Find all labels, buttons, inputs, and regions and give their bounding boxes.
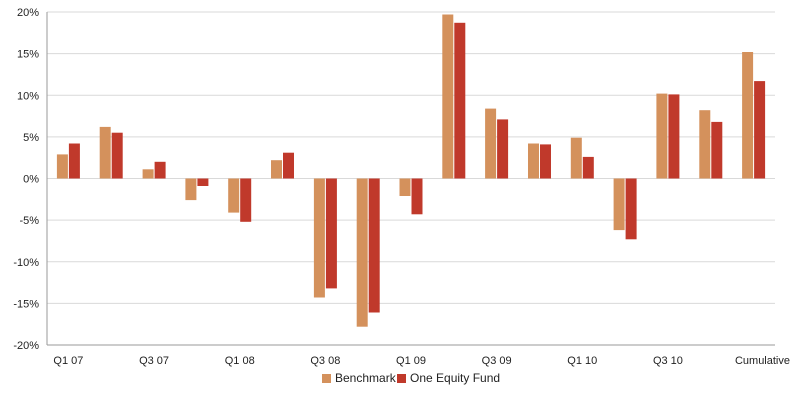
bar-benchmark (528, 143, 539, 179)
bar-one-equity-fund (668, 94, 680, 179)
y-axis-ticks: 20% 15% 10% 5% 0% -5% -10% -15% -20% (13, 7, 39, 352)
bar-one-equity-fund (283, 152, 294, 179)
y-tick-label: -15% (13, 298, 39, 310)
bar-benchmark (99, 126, 111, 179)
bar-one-equity-fund (754, 81, 766, 179)
bar-benchmark (699, 110, 711, 179)
bar-one-equity-fund (497, 119, 509, 179)
legend-swatch (397, 374, 406, 383)
bar-one-equity-fund (240, 178, 252, 222)
bars (56, 14, 766, 327)
legend-label: Benchmark (335, 371, 397, 385)
x-tick-label: Q1 08 (225, 355, 255, 367)
y-tick-label: 10% (17, 90, 39, 102)
y-tick-label: 20% (17, 7, 39, 19)
x-tick-label: Q1 07 (53, 355, 83, 367)
x-tick-label: Q1 10 (567, 355, 597, 367)
bar-benchmark (185, 178, 197, 201)
bar-one-equity-fund (625, 178, 637, 240)
x-axis (46, 12, 775, 346)
bar-one-equity-fund (325, 178, 337, 289)
y-tick-label: 0% (23, 174, 39, 186)
y-tick-label: 15% (17, 49, 39, 61)
x-tick-label: Q3 08 (310, 355, 340, 367)
y-tick-label: 5% (23, 132, 39, 144)
bar-one-equity-fund (368, 178, 380, 313)
x-tick-label: Q1 09 (396, 355, 426, 367)
bar-one-equity-fund (68, 143, 80, 179)
x-axis-ticks: Q1 07 Q3 07 Q1 08 Q3 08 Q1 09 Q3 09 Q1 10 Q3 10… (53, 355, 790, 367)
bar-benchmark (56, 154, 68, 179)
bar-one-equity-fund (582, 156, 594, 179)
bar-one-equity-fund (454, 22, 466, 179)
y-tick-label: -5% (19, 215, 39, 227)
legend-swatch (322, 374, 331, 383)
y-tick-label: -10% (13, 257, 39, 269)
bar-benchmark (442, 14, 454, 179)
bar-benchmark (228, 178, 240, 213)
bar-benchmark (271, 160, 282, 179)
bar-benchmark (656, 93, 668, 179)
bar-one-equity-fund (711, 121, 723, 179)
x-tick-label: Q3 07 (139, 355, 169, 367)
y-tick-label: -20% (13, 340, 39, 352)
bar-one-equity-fund (197, 178, 209, 186)
x-tick-label: Cumulative (735, 355, 790, 367)
bar-benchmark (356, 178, 368, 327)
bar-one-equity-fund (154, 161, 166, 179)
bar-one-equity-fund (111, 132, 123, 179)
bar-benchmark (613, 178, 625, 231)
legend-label: One Equity Fund (410, 371, 500, 385)
bar-benchmark (313, 178, 325, 298)
bar-benchmark (570, 137, 582, 179)
bar-benchmark (142, 169, 154, 179)
x-tick-label: Q3 09 (482, 355, 512, 367)
bar-one-equity-fund (411, 178, 423, 215)
bar-benchmark (485, 108, 497, 179)
bar-benchmark (399, 178, 411, 196)
x-tick-label: Q3 10 (653, 355, 683, 367)
legend: Benchmark One Equity Fund (322, 371, 500, 385)
bar-benchmark (742, 52, 754, 179)
bar-one-equity-fund (540, 144, 551, 179)
